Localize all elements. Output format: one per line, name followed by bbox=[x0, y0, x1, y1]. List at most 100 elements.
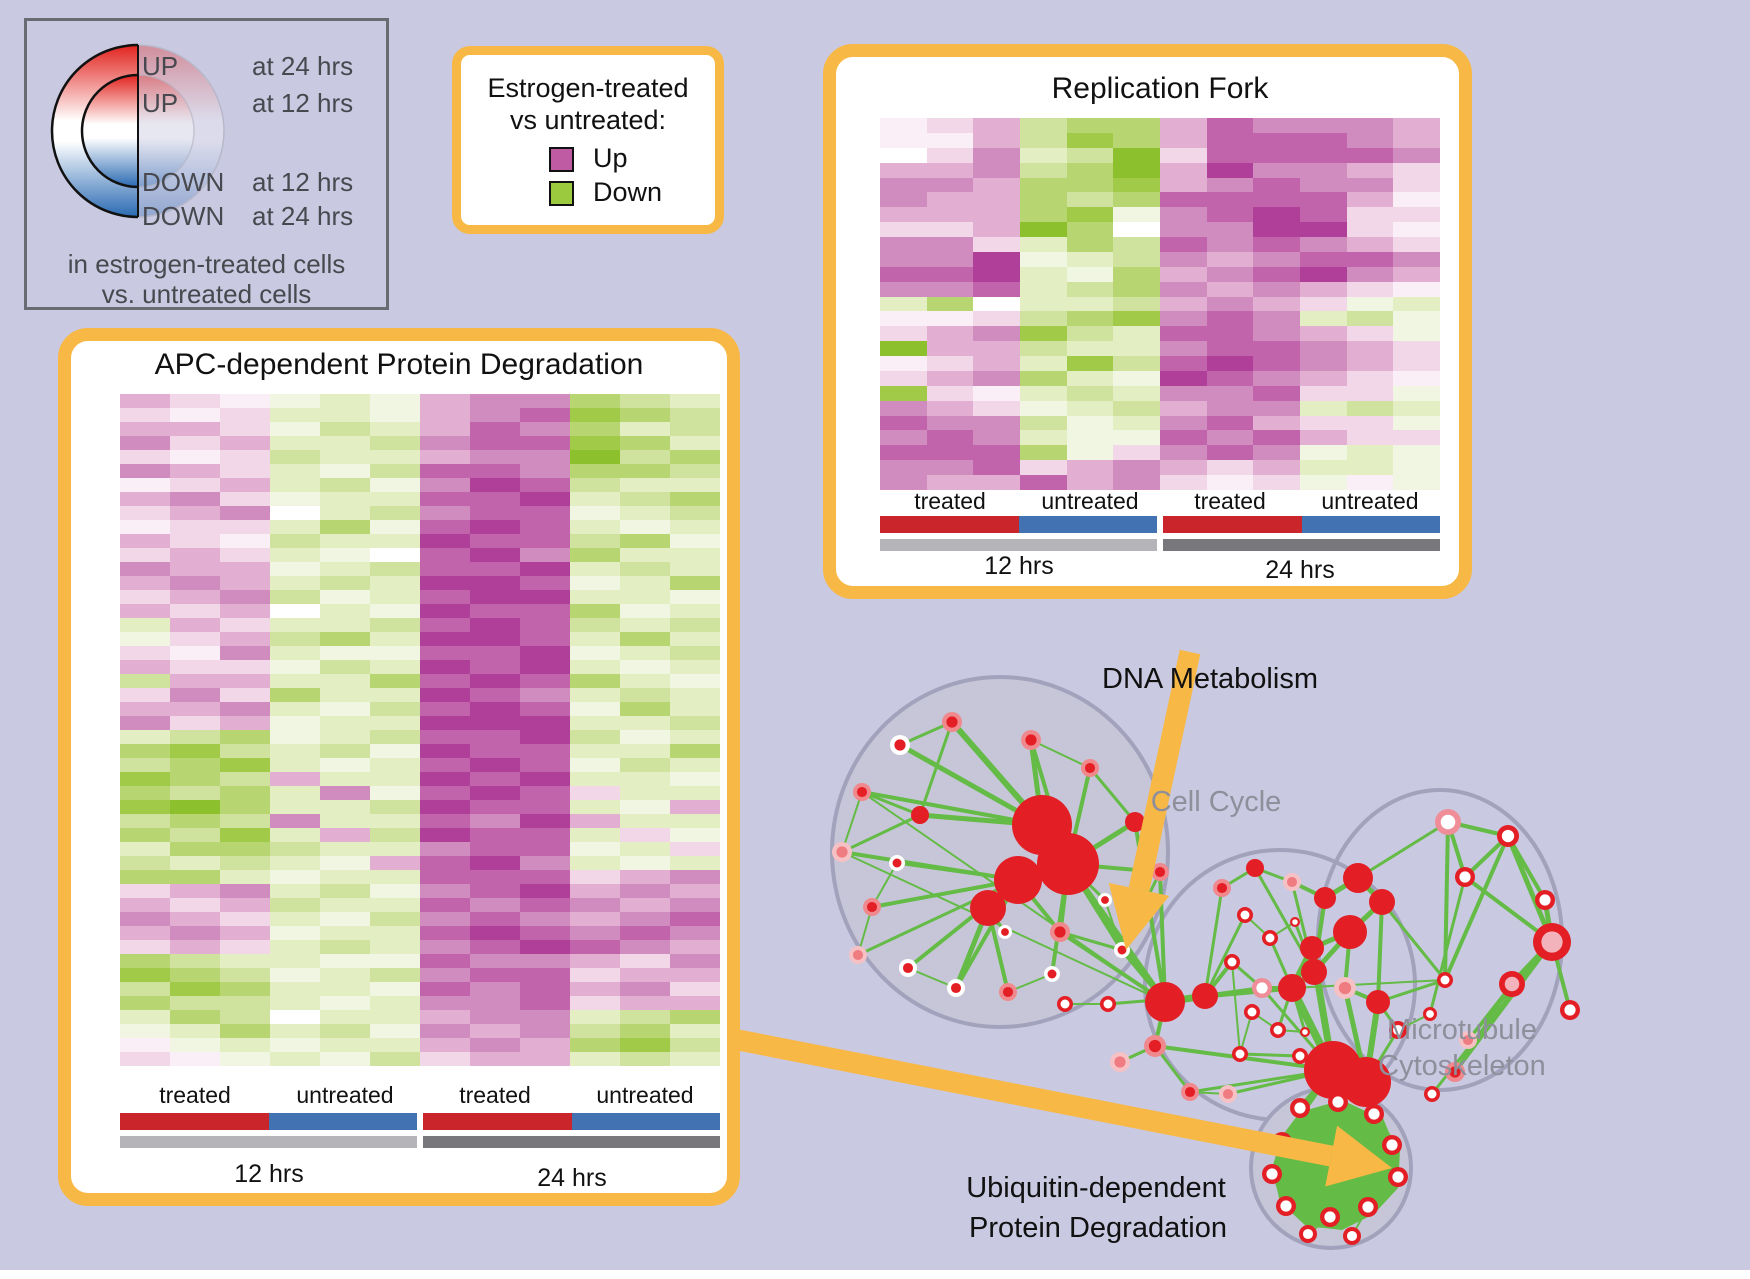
network-node-solid bbox=[1343, 863, 1373, 893]
apc-24hrs-bar bbox=[423, 1136, 720, 1148]
legend-down-24-word: DOWN bbox=[142, 201, 225, 231]
network-node-do bbox=[1424, 1086, 1440, 1102]
rf-untreated-24-label: untreated bbox=[1321, 488, 1419, 514]
network-node-do bbox=[1276, 1196, 1296, 1216]
network-edge bbox=[1443, 835, 1510, 981]
network-node-do bbox=[1270, 1022, 1286, 1038]
estrogen-title-line1: Estrogen-treated bbox=[487, 73, 689, 103]
up-label: Up bbox=[593, 143, 628, 173]
rf-time-bars bbox=[880, 539, 1440, 551]
network-node-do bbox=[1262, 930, 1278, 946]
apc-group-labels: treated untreated treated untreated bbox=[120, 1082, 720, 1109]
network-node-solid bbox=[911, 806, 929, 824]
apc-untreated-12-bar bbox=[268, 1113, 417, 1130]
estrogen-legend-box: Estrogen-treated vs untreated: Up Down bbox=[452, 46, 724, 234]
microtubule-label-line2: Cytoskeleton bbox=[1378, 1050, 1546, 1082]
network-node-do bbox=[1455, 867, 1475, 887]
network-node-do bbox=[1388, 1167, 1408, 1187]
updown-legend-box: UP at 24 hrs UP at 12 hrs DOWN at 12 hrs… bbox=[24, 18, 389, 310]
apc-12hrs-bar bbox=[120, 1136, 417, 1148]
legend-down-12-word: DOWN bbox=[142, 167, 225, 197]
rf-24hrs-bar bbox=[1163, 539, 1440, 551]
network-node-do bbox=[1535, 890, 1555, 910]
network-edge bbox=[1380, 901, 1447, 981]
network-node-do bbox=[1262, 1164, 1282, 1184]
apc-condition-bars bbox=[120, 1113, 720, 1130]
network-edge bbox=[1203, 887, 1224, 997]
down-label: Down bbox=[593, 177, 663, 207]
network-edge bbox=[841, 813, 921, 854]
network-node-rp bbox=[1445, 1062, 1465, 1082]
network-node-rp bbox=[942, 712, 962, 732]
apc-treated-12-bar bbox=[120, 1113, 269, 1130]
apc-panel-title: APC-dependent Protein Degradation bbox=[154, 348, 644, 381]
down-color-swatch bbox=[549, 181, 574, 206]
network-node-do bbox=[1290, 917, 1300, 927]
network-node-do bbox=[1382, 1135, 1402, 1155]
rf-panel-title: Replication Fork bbox=[1051, 72, 1269, 105]
network-node-pk bbox=[832, 842, 852, 862]
network-node-do bbox=[1237, 907, 1253, 923]
network-node-do bbox=[1358, 1197, 1378, 1217]
network-node-rw bbox=[1098, 893, 1112, 907]
legend-up-12-time: at 12 hrs bbox=[252, 88, 354, 118]
network-edge bbox=[1428, 876, 1467, 1015]
apc-heatmap bbox=[120, 394, 720, 1066]
network-node-rp bbox=[1213, 879, 1231, 897]
network-edge bbox=[1231, 961, 1241, 1055]
apc-untreated-12-label: untreated bbox=[296, 1082, 394, 1108]
legend-up-24-time: at 24 hrs bbox=[252, 51, 354, 81]
network-node-rp bbox=[1151, 863, 1169, 881]
network-edge bbox=[841, 791, 863, 853]
estrogen-title-line2: vs untreated: bbox=[509, 105, 667, 135]
connector-arrow-2 bbox=[725, 1027, 1392, 1187]
rf-12hrs-bar bbox=[880, 539, 1157, 551]
network-node-rp bbox=[1144, 1035, 1166, 1057]
network-node-solid bbox=[1278, 974, 1306, 1002]
network-node-rp bbox=[853, 783, 871, 801]
rf-treated-12-label: treated bbox=[914, 488, 986, 514]
network-edge bbox=[1271, 1172, 1331, 1219]
network-node-do bbox=[1224, 954, 1240, 970]
network-node-do bbox=[1290, 1098, 1310, 1118]
network-node-solid bbox=[1300, 936, 1324, 960]
network-edge bbox=[1203, 914, 1247, 997]
network-node-do bbox=[1437, 972, 1453, 988]
apc-untreated-24-label: untreated bbox=[596, 1082, 694, 1108]
rf-treated-12-bar bbox=[880, 516, 1019, 533]
network-node-do bbox=[1300, 1027, 1310, 1037]
apc-treated-24-label: treated bbox=[459, 1082, 531, 1108]
network-node-rw bbox=[889, 855, 905, 871]
legend-up-12-word: UP bbox=[142, 88, 179, 118]
network-node-rw bbox=[947, 979, 965, 997]
network-edge bbox=[1453, 983, 1514, 1073]
rf-group-labels: treated untreated treated untreated bbox=[880, 488, 1440, 515]
rf-24hrs-label: 24 hrs bbox=[1265, 556, 1335, 584]
network-node-pk bbox=[1219, 1085, 1237, 1103]
network-node-pw bbox=[1252, 978, 1272, 998]
connector-arrow-1 bbox=[1108, 649, 1201, 950]
legend-footer-line1: in estrogen-treated cells bbox=[67, 249, 346, 279]
ubiquitin-label-line1: Ubiquitin-dependent bbox=[966, 1172, 1226, 1204]
network-node-do bbox=[1057, 996, 1073, 1012]
network-node-solid bbox=[1301, 959, 1327, 985]
network-node-bp bbox=[1499, 971, 1525, 997]
network-node-rw bbox=[998, 925, 1012, 939]
cell-cycle-label: Cell Cycle bbox=[1150, 786, 1282, 818]
network-edge bbox=[1239, 1052, 1301, 1058]
network-node-solid bbox=[1341, 1057, 1391, 1107]
network-node-do bbox=[1100, 996, 1116, 1012]
network-edge bbox=[1291, 979, 1446, 989]
network-node-do bbox=[1328, 1092, 1348, 1112]
network-node-do bbox=[1497, 825, 1519, 847]
network-node-rw bbox=[899, 959, 917, 977]
network-node-rw bbox=[890, 735, 910, 755]
ubiquitin-label-line2: Protein Degradation bbox=[969, 1212, 1227, 1244]
network-edge bbox=[861, 790, 921, 817]
network-node-do bbox=[1560, 1000, 1580, 1020]
network-node-solid bbox=[1192, 983, 1218, 1009]
network-node-solid bbox=[1145, 982, 1185, 1022]
dna-metabolism-label: DNA Metabolism bbox=[1102, 663, 1318, 695]
network-node-do bbox=[1232, 1046, 1248, 1062]
